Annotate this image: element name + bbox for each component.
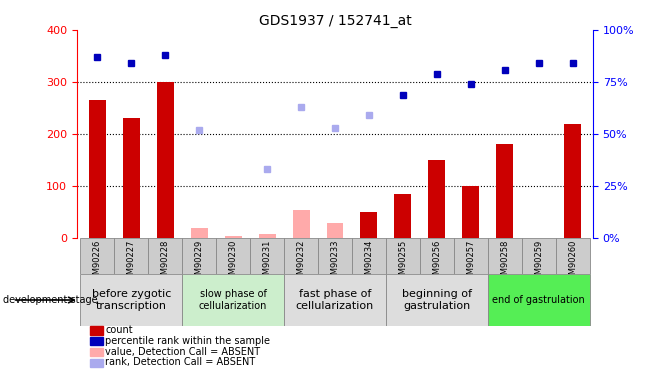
Text: GSM90230: GSM90230 <box>228 240 238 285</box>
Title: GDS1937 / 152741_at: GDS1937 / 152741_at <box>259 13 411 28</box>
FancyBboxPatch shape <box>386 238 420 274</box>
Text: GSM90227: GSM90227 <box>127 240 136 285</box>
FancyBboxPatch shape <box>250 238 284 274</box>
FancyBboxPatch shape <box>182 238 216 274</box>
Bar <box>326 222 344 238</box>
Text: end of gastrulation: end of gastrulation <box>492 295 585 305</box>
FancyBboxPatch shape <box>420 238 454 274</box>
FancyBboxPatch shape <box>522 238 555 274</box>
Bar <box>259 234 275 238</box>
Text: GSM90226: GSM90226 <box>93 240 102 285</box>
Text: value, Detection Call = ABSENT: value, Detection Call = ABSENT <box>105 346 261 357</box>
FancyBboxPatch shape <box>182 274 284 326</box>
Bar <box>496 144 513 238</box>
FancyBboxPatch shape <box>454 238 488 274</box>
FancyBboxPatch shape <box>555 238 590 274</box>
Text: GSM90234: GSM90234 <box>364 240 373 285</box>
Text: GSM90259: GSM90259 <box>534 240 543 285</box>
Text: GSM90258: GSM90258 <box>500 240 509 285</box>
Text: fast phase of
cellularization: fast phase of cellularization <box>296 289 374 311</box>
FancyBboxPatch shape <box>352 238 386 274</box>
FancyBboxPatch shape <box>284 238 318 274</box>
Text: GSM90257: GSM90257 <box>466 240 475 285</box>
FancyBboxPatch shape <box>115 238 148 274</box>
Bar <box>89 100 106 238</box>
Bar <box>428 160 446 238</box>
Text: GSM90229: GSM90229 <box>195 240 204 285</box>
Bar <box>123 118 140 238</box>
Bar <box>157 82 174 238</box>
Bar <box>224 236 242 238</box>
Text: GSM90260: GSM90260 <box>568 240 577 285</box>
Bar <box>564 124 581 238</box>
Text: GSM90233: GSM90233 <box>330 240 340 285</box>
Bar <box>293 210 310 238</box>
Bar <box>191 228 208 238</box>
Bar <box>360 212 377 238</box>
Text: development stage: development stage <box>3 295 98 305</box>
Text: GSM90228: GSM90228 <box>161 240 170 285</box>
FancyBboxPatch shape <box>488 238 522 274</box>
Text: slow phase of
cellularization: slow phase of cellularization <box>199 289 267 311</box>
Bar <box>395 194 411 238</box>
Text: GSM90256: GSM90256 <box>432 240 442 285</box>
FancyBboxPatch shape <box>488 274 590 326</box>
FancyBboxPatch shape <box>80 238 115 274</box>
Text: GSM90231: GSM90231 <box>263 240 271 285</box>
Text: GSM90255: GSM90255 <box>399 240 407 285</box>
Text: rank, Detection Call = ABSENT: rank, Detection Call = ABSENT <box>105 357 255 368</box>
FancyBboxPatch shape <box>80 274 182 326</box>
Text: beginning of
gastrulation: beginning of gastrulation <box>402 289 472 311</box>
Text: count: count <box>105 325 133 335</box>
Text: percentile rank within the sample: percentile rank within the sample <box>105 336 270 346</box>
FancyBboxPatch shape <box>386 274 488 326</box>
Text: GSM90232: GSM90232 <box>297 240 306 285</box>
FancyBboxPatch shape <box>148 238 182 274</box>
FancyBboxPatch shape <box>284 274 386 326</box>
FancyBboxPatch shape <box>216 238 250 274</box>
Bar <box>462 186 479 238</box>
Text: before zygotic
transcription: before zygotic transcription <box>92 289 171 311</box>
FancyBboxPatch shape <box>318 238 352 274</box>
